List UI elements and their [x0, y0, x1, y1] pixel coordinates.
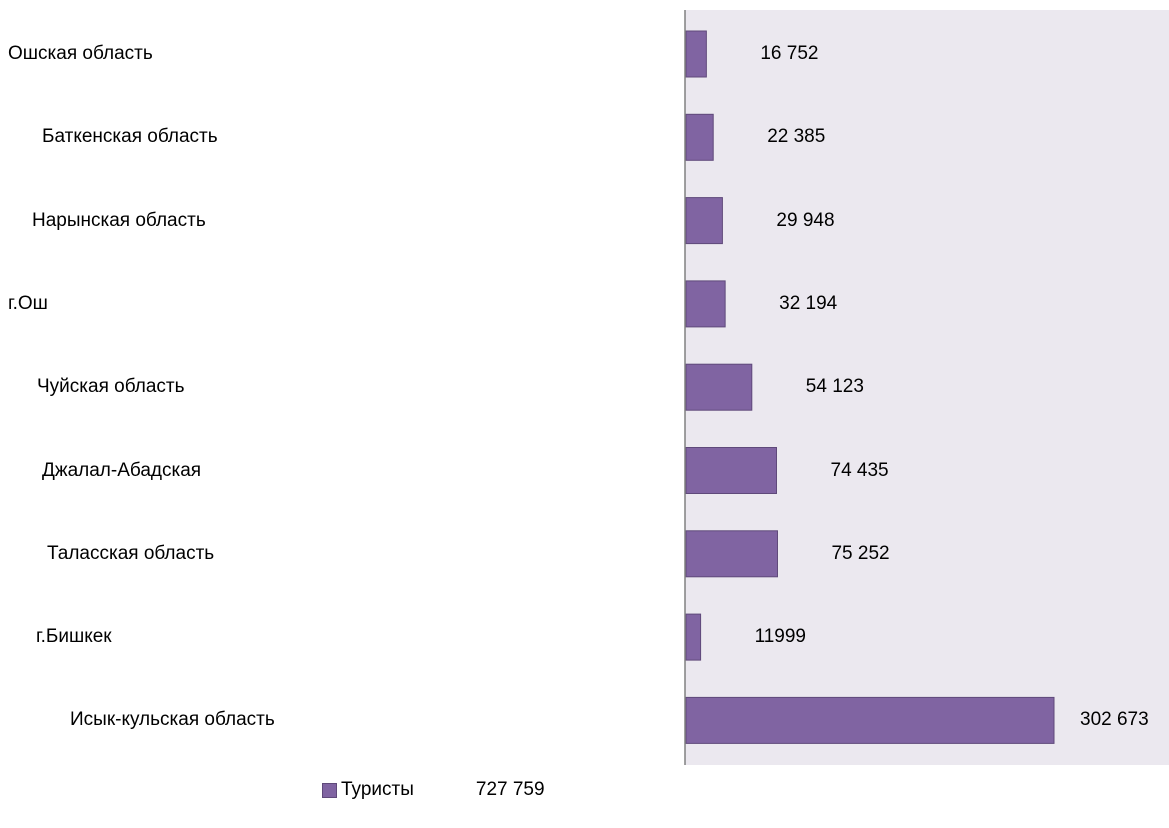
data-label: 29 948 [776, 209, 835, 231]
legend-label: Туристы [341, 779, 414, 800]
bar [685, 530, 778, 578]
bars-group [685, 30, 1055, 744]
category-label: г.Ош [8, 292, 48, 314]
data-label: 54 123 [805, 376, 864, 398]
data-label: 16 752 [760, 43, 819, 64]
category-label: Джалал-Абадская [42, 459, 202, 481]
bar [685, 113, 714, 161]
category-label: Таласская область [47, 542, 215, 564]
bar [685, 197, 723, 245]
category-label: Баткенская область [42, 126, 218, 148]
category-label: Чуйская область [37, 376, 185, 398]
legend-total: 727 759 [475, 779, 545, 800]
bar [685, 30, 707, 78]
category-label: г.Бишкек [36, 626, 112, 648]
data-label: 22 385 [767, 126, 826, 148]
data-label: 302 673 [1080, 709, 1149, 731]
data-label: 74 435 [830, 459, 889, 481]
bar [685, 363, 753, 411]
category-label: Нарынская область [32, 209, 206, 231]
legend-swatch [322, 782, 337, 798]
bar [685, 696, 1055, 744]
bar [685, 280, 726, 328]
data-label: 32 194 [779, 292, 838, 314]
plot-background [685, 10, 1169, 765]
data-label: 11999 [754, 626, 807, 648]
bar [685, 613, 702, 661]
legend: Туристы 727 759 [322, 779, 545, 801]
category-label: Ошская область [8, 43, 153, 64]
bar [685, 447, 778, 494]
data-label: 75 252 [831, 542, 890, 564]
category-label: Исык-кульская область [70, 709, 275, 731]
